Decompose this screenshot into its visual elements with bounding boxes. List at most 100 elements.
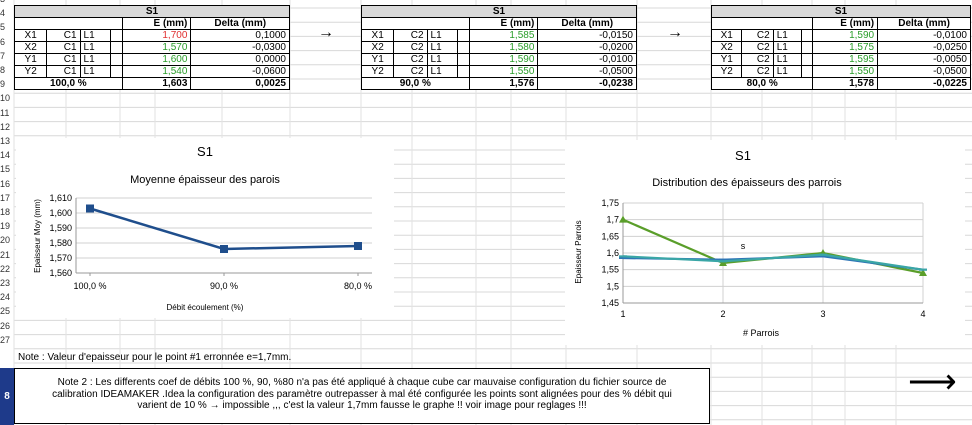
y-tick-label: 1,610 xyxy=(49,193,72,203)
table-block-1: S1 E (mm) Delta (mm) X1 C1 L1 1,700 0,1000 X2… xyxy=(13,5,290,90)
footer-delta: -0,0225 xyxy=(877,77,971,90)
cell-layer: L1 xyxy=(772,53,803,66)
row-number[interactable]: 22 xyxy=(0,263,11,274)
note-2-line-3: varient de 10 % → impossible ,,, c'est l… xyxy=(137,400,587,411)
table-row: Y2 C2 L1 1,550 -0,0500 xyxy=(360,65,637,78)
row-number[interactable]: 10 xyxy=(0,93,11,104)
cell-axis: Y2 xyxy=(710,65,743,78)
y-tick-label: 1,590 xyxy=(49,223,72,233)
selected-row-number[interactable]: 8 xyxy=(0,368,14,425)
cell-cube: C2 xyxy=(393,41,428,54)
cell-axis: Y1 xyxy=(13,53,48,66)
table-row: X2 C2 L1 1,580 -0,0200 xyxy=(360,41,637,54)
cell-delta: -0,0500 xyxy=(877,65,971,78)
cell-layer: L1 xyxy=(426,65,458,78)
row-number[interactable]: 13 xyxy=(0,136,11,146)
row-number[interactable]: 3 xyxy=(0,0,14,4)
cell-layer: L1 xyxy=(426,53,458,66)
cell-delta: -0,0600 xyxy=(190,65,290,78)
footer-e: 1,578 xyxy=(812,77,879,90)
row-number[interactable]: 23 xyxy=(0,278,11,288)
row-number[interactable]: 9 xyxy=(0,79,6,90)
x-tick-label: 1 xyxy=(620,309,625,319)
footer-pct: 90,0 % xyxy=(361,77,470,90)
row-number[interactable]: 16 xyxy=(0,178,11,189)
row-number[interactable]: 25 xyxy=(0,306,11,317)
annotation-label: s xyxy=(741,241,746,251)
cell-delta: -0,0250 xyxy=(877,41,971,54)
row-number[interactable]: 11 xyxy=(0,107,10,118)
y-tick-label: 1,600 xyxy=(49,208,72,218)
row-number[interactable]: 5 xyxy=(0,22,6,33)
table-row: Y2 C1 L1 1,540 -0,0600 xyxy=(13,65,290,78)
cell-e: 1,700 xyxy=(121,29,192,42)
cell-axis: Y2 xyxy=(13,65,48,78)
row-number[interactable]: 21 xyxy=(0,249,11,260)
cell-delta: -0,0500 xyxy=(537,65,637,78)
y-tick-label: 1,45 xyxy=(601,298,619,308)
cell-layer: L1 xyxy=(79,65,111,78)
y-tick-label: 1,65 xyxy=(601,231,619,241)
row-number[interactable]: 18 xyxy=(0,207,11,217)
note-2-line-1: Note 2 : Les differents coef de débits 1… xyxy=(57,377,667,388)
row-number[interactable]: 14 xyxy=(0,150,11,161)
table-row: X1 C2 L1 1,590 -0,0100 xyxy=(710,29,971,42)
cell-layer: L1 xyxy=(772,41,803,54)
x-tick-label: 2 xyxy=(720,309,725,319)
cell-axis: X1 xyxy=(13,29,48,42)
row-number[interactable]: 17 xyxy=(0,192,11,203)
y-tick-label: 1,7 xyxy=(606,215,619,225)
x-tick-label: 80,0 % xyxy=(344,281,372,291)
footer-delta: 0,0025 xyxy=(190,77,290,90)
cell-e: 1,600 xyxy=(121,53,192,66)
cell-delta: -0,0100 xyxy=(877,29,971,42)
cell-cube: C2 xyxy=(741,53,774,66)
table-row: Y1 C2 L1 1,595 -0,0050 xyxy=(710,53,971,66)
cell-layer: L1 xyxy=(79,53,111,66)
cell-axis: Y1 xyxy=(360,53,395,66)
cell-axis: X2 xyxy=(710,41,743,54)
cell-e: 1,570 xyxy=(121,41,192,54)
series-line xyxy=(622,253,924,271)
row-number[interactable]: 6 xyxy=(0,36,6,47)
chart-distribution-epaisseurs[interactable]: S1 Distribution des épaisseurs des parroi… xyxy=(565,140,965,345)
y-tick-label: 1,5 xyxy=(606,281,619,291)
row-number[interactable]: 15 xyxy=(0,164,11,175)
cell-delta: 0,0000 xyxy=(190,53,290,66)
cell-e: 1,590 xyxy=(468,53,539,66)
chart-title: Moyenne épaisseur des parois xyxy=(130,174,280,186)
row-number[interactable]: 26 xyxy=(0,320,11,331)
cell-cube: C2 xyxy=(741,41,774,54)
cell-cube: C2 xyxy=(741,29,774,42)
row-number[interactable]: 27 xyxy=(0,334,11,345)
cell-cube: C2 xyxy=(393,65,428,78)
x-tick-label: 3 xyxy=(820,309,825,319)
cell-cube: C1 xyxy=(46,41,81,54)
row-number[interactable]: 20 xyxy=(0,235,11,246)
note-2-box[interactable]: Note 2 : Les differents coef de débits 1… xyxy=(14,368,710,424)
data-point xyxy=(354,242,362,250)
row-number[interactable]: 24 xyxy=(0,292,11,303)
cell-cube: C2 xyxy=(393,29,428,42)
row-number[interactable]: 7 xyxy=(0,50,6,61)
cell-cube: C1 xyxy=(46,29,81,42)
y-tick-label: 1,560 xyxy=(49,268,72,278)
table-block-3: S1 E (mm) Delta (mm) X1 C2 L1 1,590 -0,0100 X… xyxy=(710,5,971,90)
cell-axis: X1 xyxy=(360,29,395,42)
chart-moyenne-epaisseur[interactable]: S1 Moyenne épaisseur des parois Epaisseur … xyxy=(16,138,394,318)
cell-delta: -0,0200 xyxy=(537,41,637,54)
x-tick-label: 4 xyxy=(920,309,925,319)
cell-e: 1,595 xyxy=(812,53,879,66)
arrow-right-icon: → xyxy=(318,24,334,41)
footer-pct: 80,0 % xyxy=(710,77,814,90)
footer-e: 1,603 xyxy=(121,77,192,90)
chart-heading: S1 xyxy=(197,144,213,159)
row-number[interactable]: 19 xyxy=(0,221,11,232)
table-row: Y1 C1 L1 1,600 0,0000 xyxy=(13,53,290,66)
row-number[interactable]: 12 xyxy=(0,121,11,132)
row-number[interactable]: 4 xyxy=(0,8,6,19)
footer-pct: 100,0 % xyxy=(14,77,123,90)
cell-delta: 0,1000 xyxy=(190,29,290,42)
row-number[interactable]: 8 xyxy=(0,65,6,75)
x-tick-label: 90,0 % xyxy=(210,281,238,291)
